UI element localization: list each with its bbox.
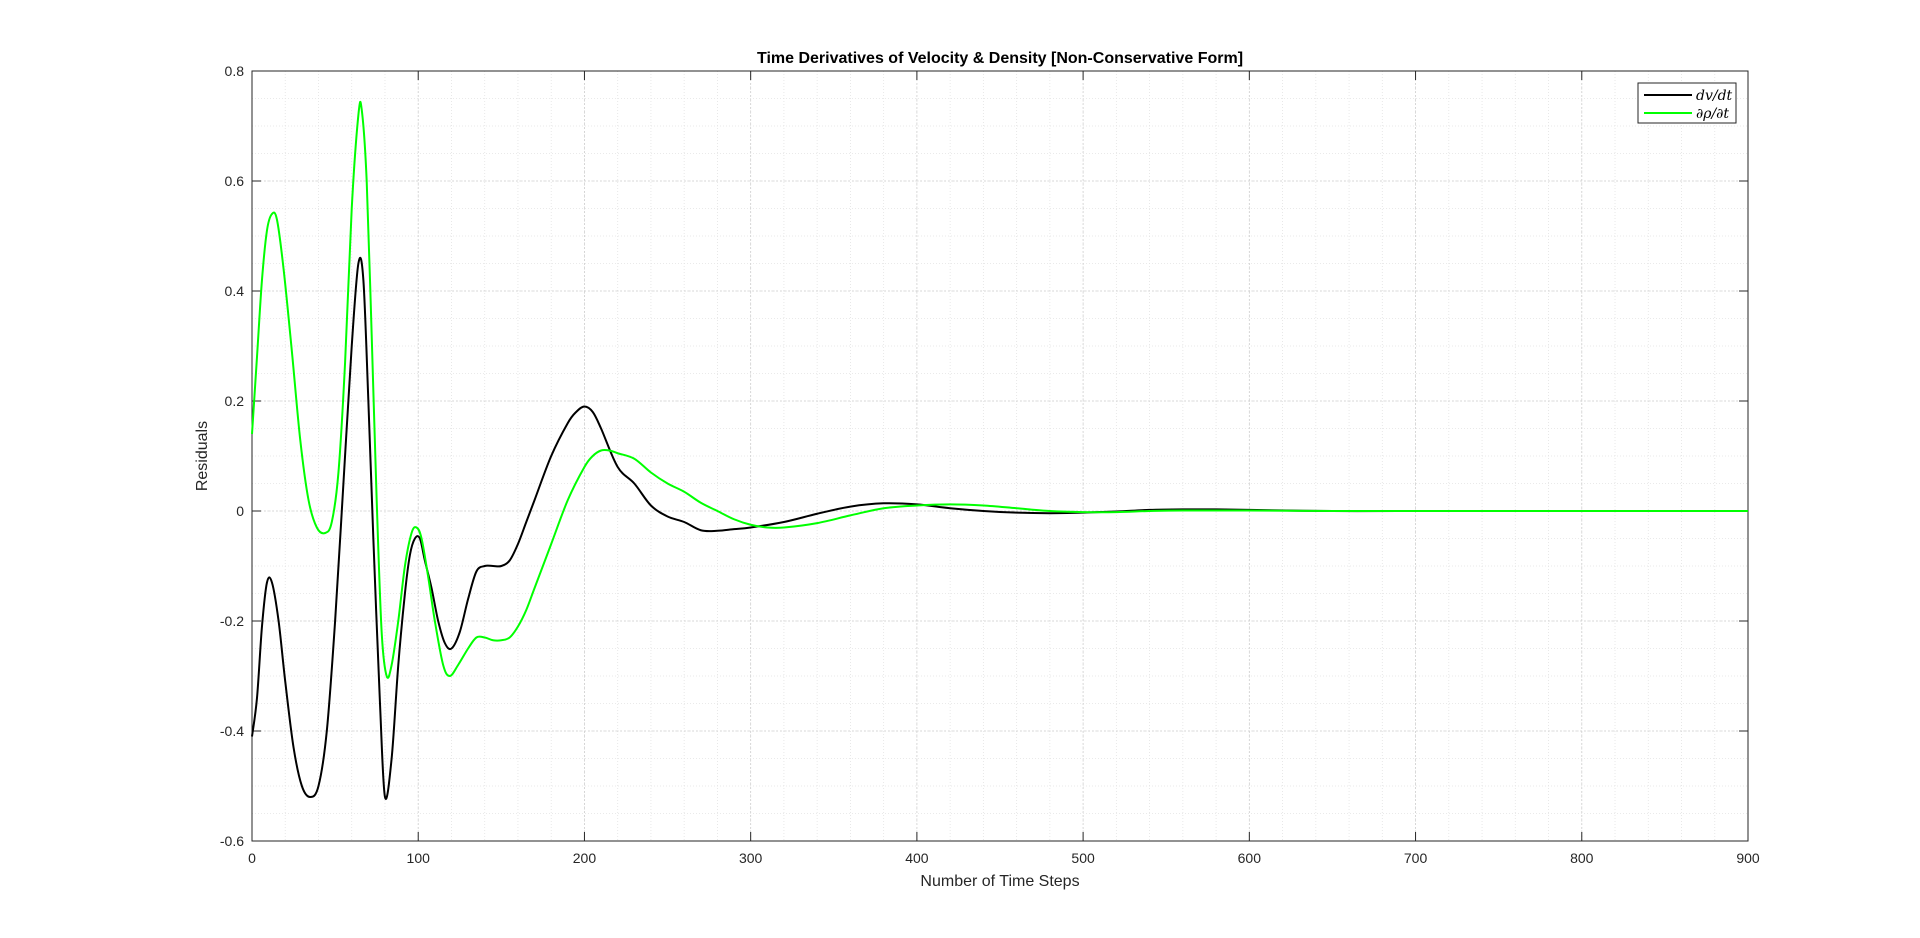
x-tick-label: 800	[1570, 850, 1594, 866]
y-tick-label: 0.2	[225, 393, 245, 409]
y-tick-label: 0	[236, 503, 244, 519]
legend-box	[1637, 82, 1737, 124]
minor-grid	[252, 71, 1748, 841]
x-tick-label: 400	[905, 850, 929, 866]
x-tick-label: 300	[739, 850, 763, 866]
x-tick-label: 0	[248, 850, 256, 866]
series-layer	[251, 100, 1748, 800]
plot-area	[251, 70, 1749, 842]
series-line-dv-dt	[251, 256, 1748, 800]
x-tick-label: 600	[1238, 850, 1262, 866]
x-tick-label: 100	[407, 850, 431, 866]
x-axis-label: Number of Time Steps	[920, 873, 1079, 890]
series-line-drho-dt	[251, 100, 1748, 679]
y-tick-label: -0.6	[220, 833, 244, 849]
x-tick-label: 900	[1736, 850, 1760, 866]
y-tick-label: 0.8	[225, 63, 245, 79]
y-tick-label: -0.4	[220, 723, 244, 739]
y-tick-label: -0.2	[220, 613, 244, 629]
y-tick-label: 0.6	[225, 173, 245, 189]
x-tick-label: 500	[1071, 850, 1095, 866]
legend-label-drho-dt: ∂ρ/∂t	[1696, 106, 1729, 122]
y-axis-label: Residuals	[194, 421, 211, 491]
chart-title: Time Derivatives of Velocity & Density […	[757, 50, 1243, 67]
x-tick-labels: 0 100 200 300 400 500 600 700 800 900	[248, 850, 1760, 866]
y-tick-labels: -0.6 -0.4 -0.2 0 0.2 0.4 0.6 0.8	[220, 63, 244, 849]
x-tick-label: 200	[573, 850, 597, 866]
legend-label-dv-dt: dv/dt	[1696, 88, 1733, 104]
y-tick-label: 0.4	[225, 283, 245, 299]
legend: dv/dt ∂ρ/∂t	[1637, 82, 1737, 124]
x-tick-label: 700	[1404, 850, 1428, 866]
